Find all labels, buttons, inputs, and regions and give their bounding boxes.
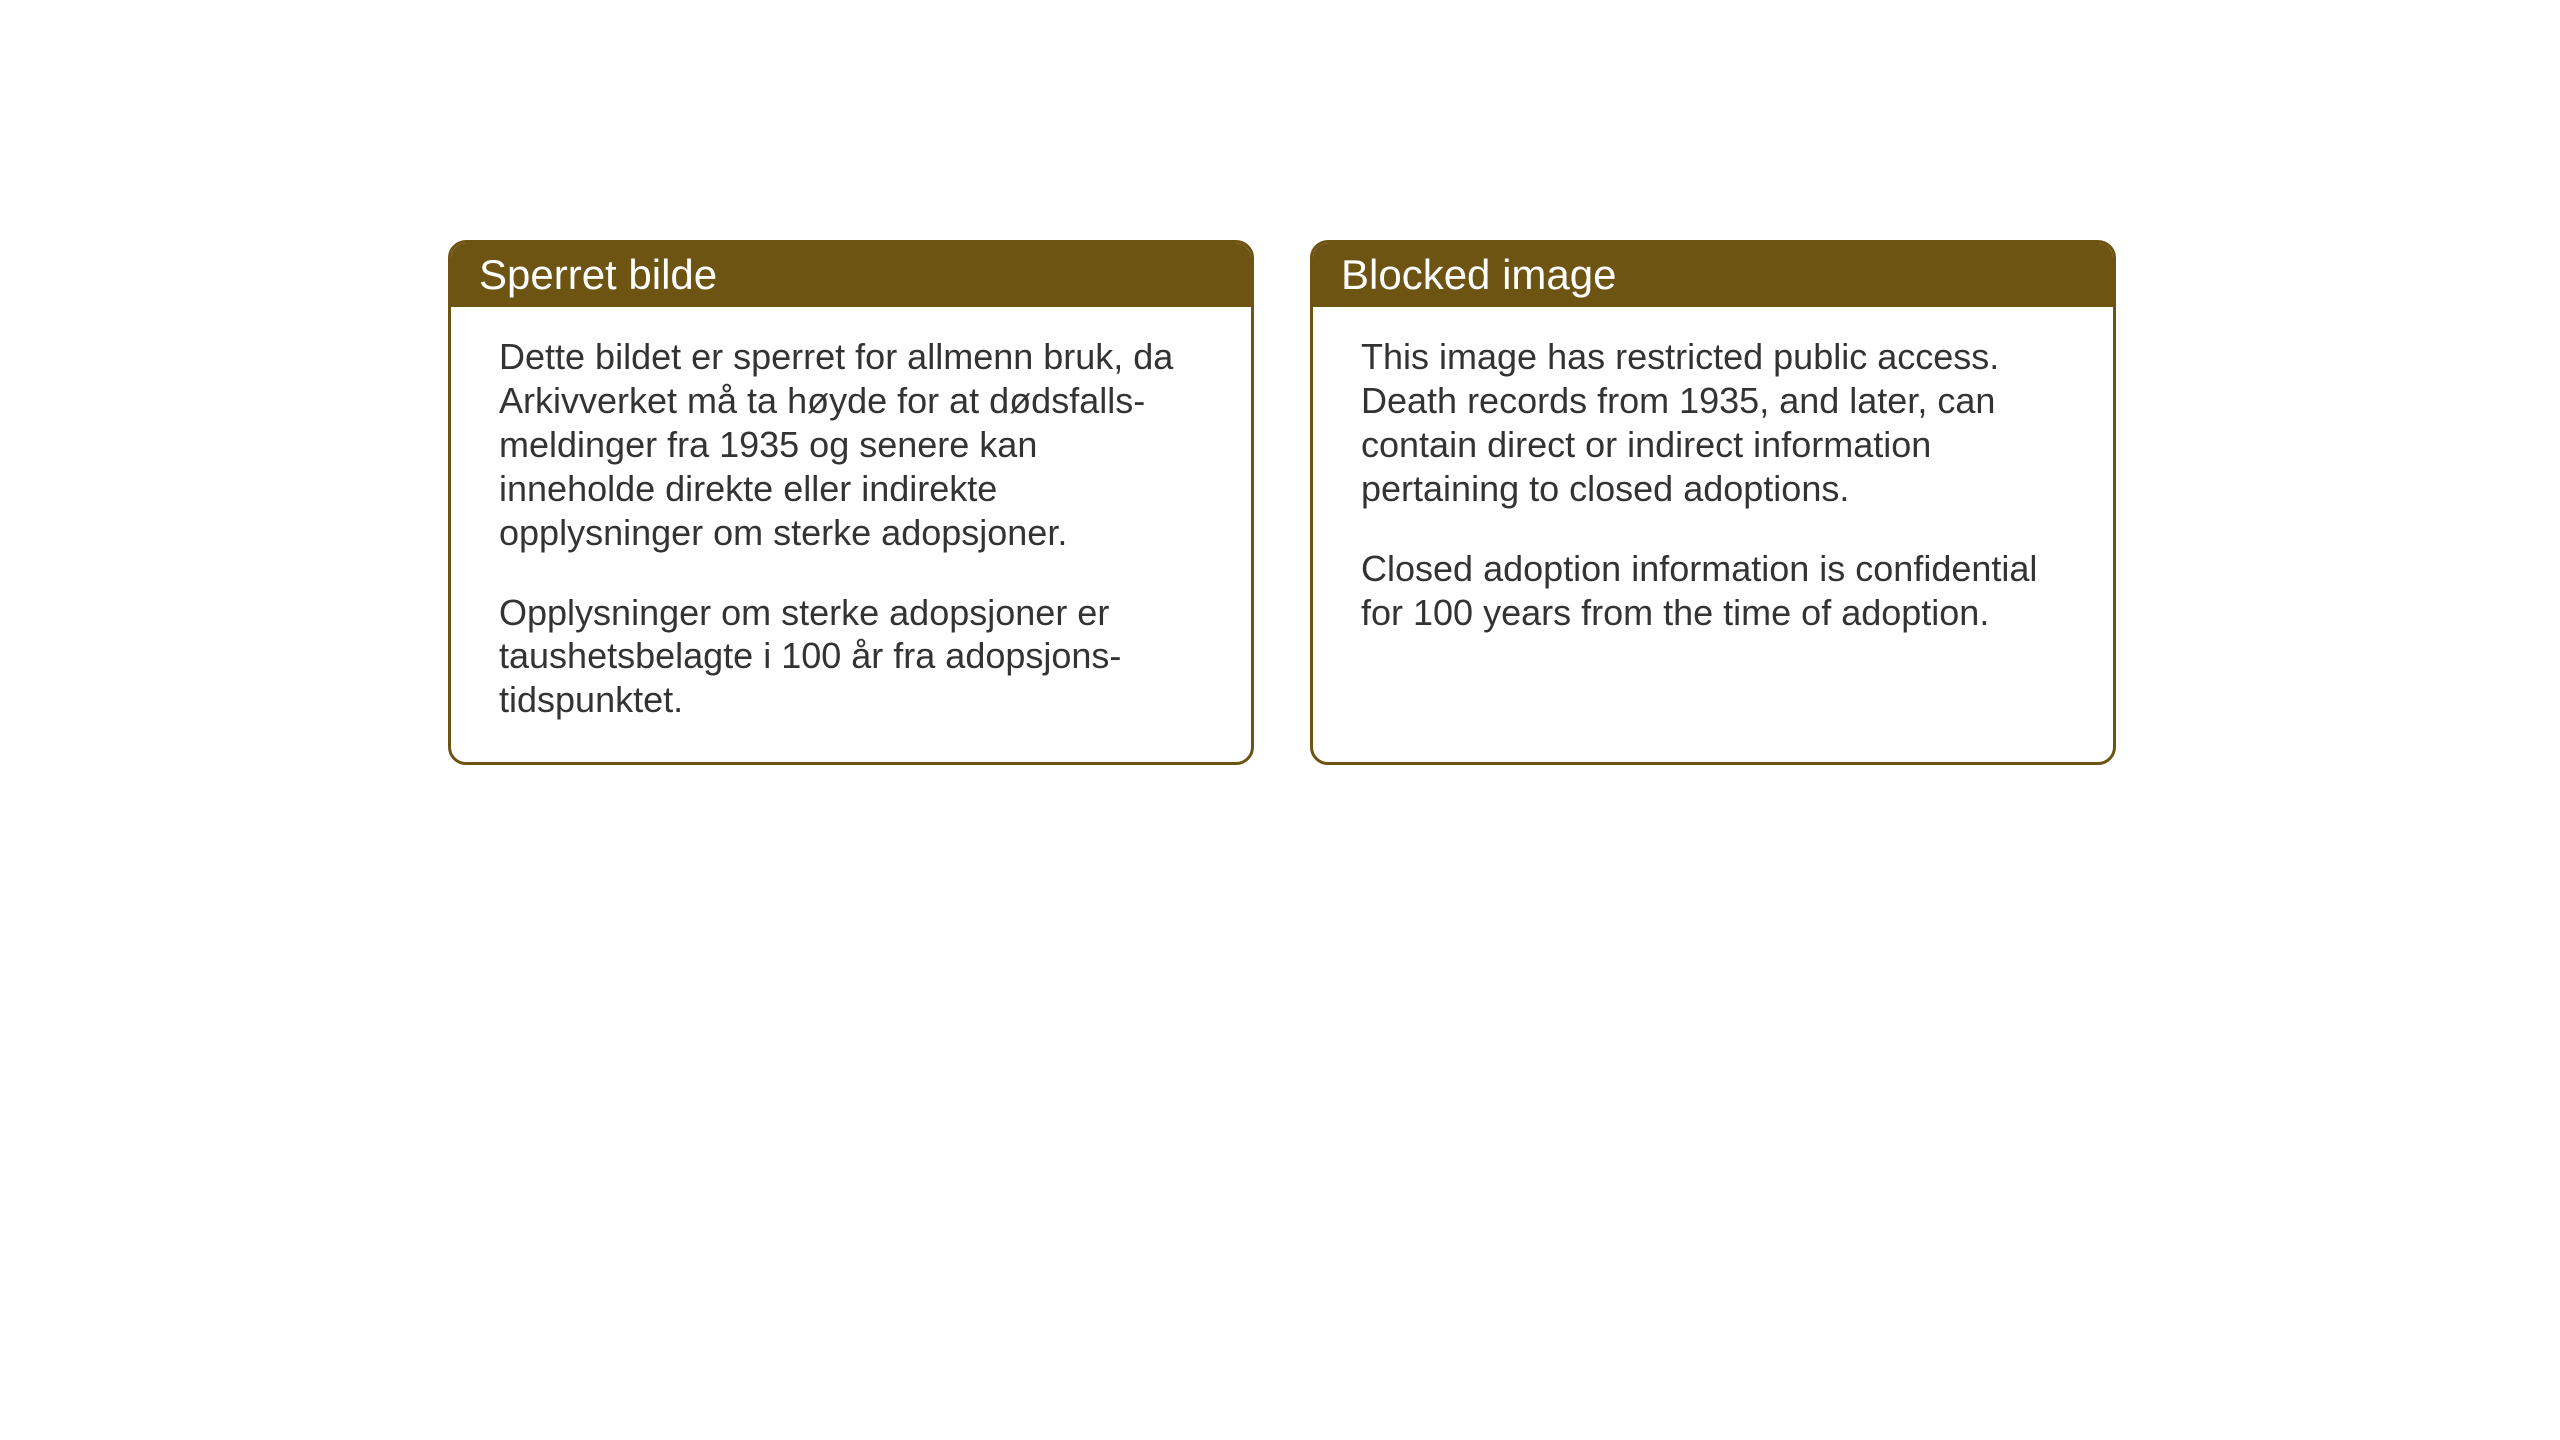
card-paragraph-1-norwegian: Dette bildet er sperret for allmenn bruk…: [499, 335, 1203, 555]
card-paragraph-1-english: This image has restricted public access.…: [1361, 335, 2065, 511]
card-title-english: Blocked image: [1341, 251, 1616, 298]
card-header-english: Blocked image: [1313, 243, 2113, 307]
card-paragraph-2-norwegian: Opplysninger om sterke adopsjoner er tau…: [499, 591, 1203, 723]
card-body-norwegian: Dette bildet er sperret for allmenn bruk…: [451, 307, 1251, 762]
card-header-norwegian: Sperret bilde: [451, 243, 1251, 307]
card-paragraph-2-english: Closed adoption information is confident…: [1361, 547, 2065, 635]
notice-card-english: Blocked image This image has restricted …: [1310, 240, 2116, 765]
card-body-english: This image has restricted public access.…: [1313, 307, 2113, 745]
notice-card-norwegian: Sperret bilde Dette bildet er sperret fo…: [448, 240, 1254, 765]
notice-cards-container: Sperret bilde Dette bildet er sperret fo…: [448, 240, 2116, 765]
card-title-norwegian: Sperret bilde: [479, 251, 717, 298]
